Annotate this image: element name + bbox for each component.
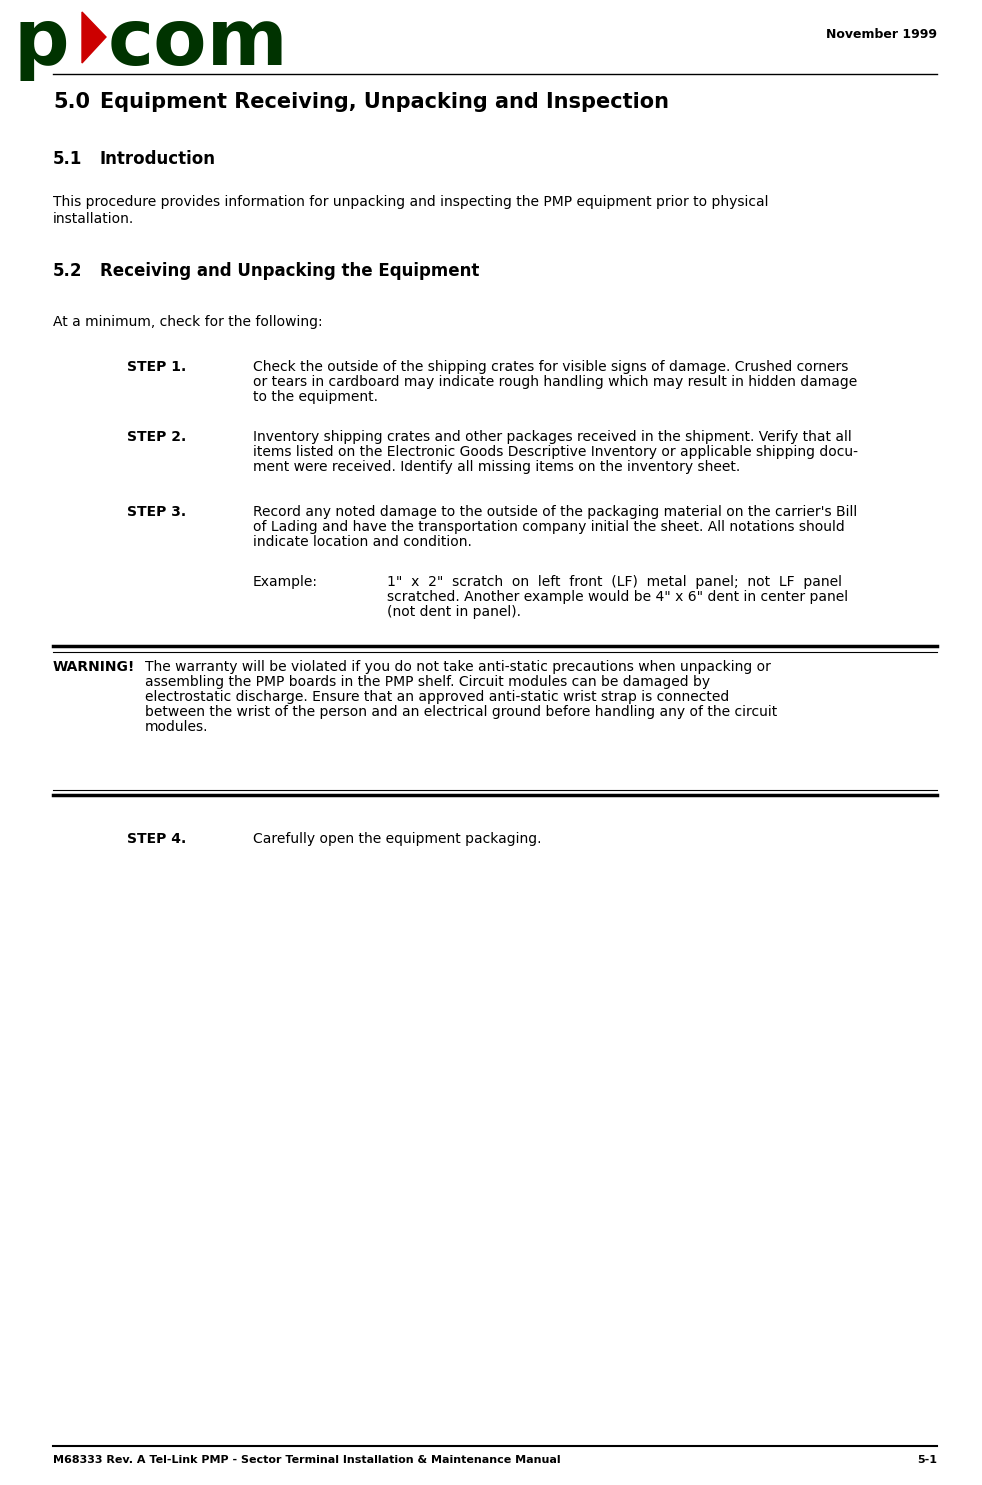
Text: Carefully open the equipment packaging.: Carefully open the equipment packaging. <box>253 832 541 846</box>
Text: ment were received. Identify all missing items on the inventory sheet.: ment were received. Identify all missing… <box>253 460 740 474</box>
Text: Receiving and Unpacking the Equipment: Receiving and Unpacking the Equipment <box>100 261 479 281</box>
Text: Example:: Example: <box>253 575 318 590</box>
Text: indicate location and condition.: indicate location and condition. <box>253 535 472 549</box>
Text: Introduction: Introduction <box>100 150 216 168</box>
Text: Equipment Receiving, Unpacking and Inspection: Equipment Receiving, Unpacking and Inspe… <box>100 92 669 111</box>
Text: com: com <box>108 4 289 82</box>
Text: STEP 1.: STEP 1. <box>127 359 187 374</box>
Text: Record any noted damage to the outside of the packaging material on the carrier': Record any noted damage to the outside o… <box>253 505 857 518</box>
Text: items listed on the Electronic Goods Descriptive Inventory or applicable shippin: items listed on the Electronic Goods Des… <box>253 446 858 459</box>
Text: scratched. Another example would be 4" x 6" dent in center panel: scratched. Another example would be 4" x… <box>387 590 848 604</box>
Text: WARNING!: WARNING! <box>53 659 136 674</box>
Text: installation.: installation. <box>53 212 135 226</box>
Text: M68333 Rev. A Tel-Link PMP - Sector Terminal Installation & Maintenance Manual: M68333 Rev. A Tel-Link PMP - Sector Term… <box>53 1455 561 1466</box>
Text: The warranty will be violated if you do not take anti-static precautions when un: The warranty will be violated if you do … <box>145 659 771 674</box>
Text: STEP 3.: STEP 3. <box>127 505 187 518</box>
Text: 5.2: 5.2 <box>53 261 82 281</box>
Text: p: p <box>14 4 70 82</box>
Text: (not dent in panel).: (not dent in panel). <box>387 604 521 619</box>
Text: modules.: modules. <box>145 720 208 734</box>
Text: 5.0: 5.0 <box>53 92 90 111</box>
Text: 1"  x  2"  scratch  on  left  front  (LF)  metal  panel;  not  LF  panel: 1" x 2" scratch on left front (LF) metal… <box>387 575 842 590</box>
Text: STEP 4.: STEP 4. <box>127 832 187 846</box>
Text: assembling the PMP boards in the PMP shelf. Circuit modules can be damaged by: assembling the PMP boards in the PMP she… <box>145 676 710 689</box>
Text: Check the outside of the shipping crates for visible signs of damage. Crushed co: Check the outside of the shipping crates… <box>253 359 848 374</box>
Text: 5.1: 5.1 <box>53 150 82 168</box>
Text: STEP 2.: STEP 2. <box>127 431 187 444</box>
Text: Inventory shipping crates and other packages received in the shipment. Verify th: Inventory shipping crates and other pack… <box>253 431 851 444</box>
Text: to the equipment.: to the equipment. <box>253 391 378 404</box>
Text: between the wrist of the person and an electrical ground before handling any of : between the wrist of the person and an e… <box>145 705 777 719</box>
Text: November 1999: November 1999 <box>826 28 937 42</box>
Text: At a minimum, check for the following:: At a minimum, check for the following: <box>53 315 323 330</box>
Text: This procedure provides information for unpacking and inspecting the PMP equipme: This procedure provides information for … <box>53 195 769 209</box>
Text: of Lading and have the transportation company initial the sheet. All notations s: of Lading and have the transportation co… <box>253 520 845 535</box>
Text: or tears in cardboard may indicate rough handling which may result in hidden dam: or tears in cardboard may indicate rough… <box>253 376 857 389</box>
Text: electrostatic discharge. Ensure that an approved anti-static wrist strap is conn: electrostatic discharge. Ensure that an … <box>145 691 730 704</box>
Polygon shape <box>82 12 106 62</box>
Text: 5-1: 5-1 <box>917 1455 937 1466</box>
